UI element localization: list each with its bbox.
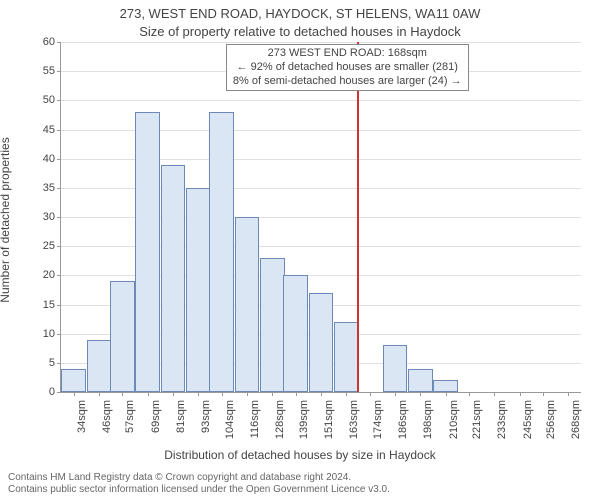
y-tick-label: 0 — [15, 386, 55, 398]
histogram-bar — [334, 322, 359, 392]
y-tick-label: 50 — [15, 94, 55, 106]
histogram-bar — [309, 293, 334, 392]
chart-subtitle: Size of property relative to detached ho… — [0, 24, 600, 39]
footer-line: Contains HM Land Registry data © Crown c… — [8, 472, 390, 484]
annotation-line: ← 92% of detached houses are smaller (28… — [233, 61, 462, 75]
y-tick-label: 35 — [15, 182, 55, 194]
x-tick — [370, 392, 371, 396]
x-tick-label: 104sqm — [224, 400, 236, 460]
histogram-bar — [283, 275, 308, 392]
x-tick-label: 186sqm — [397, 400, 409, 460]
annotation-line: 273 WEST END ROAD: 168sqm — [233, 47, 462, 61]
y-tick — [57, 246, 61, 247]
x-tick — [122, 392, 123, 396]
x-tick — [568, 392, 569, 396]
y-tick-label: 25 — [15, 240, 55, 252]
y-tick — [57, 42, 61, 43]
x-tick — [520, 392, 521, 396]
y-tick — [57, 159, 61, 160]
annotation-box: 273 WEST END ROAD: 168sqm ← 92% of detac… — [226, 44, 469, 91]
annotation-line: 8% of semi-detached houses are larger (2… — [233, 75, 462, 89]
y-tick-label: 5 — [15, 357, 55, 369]
y-tick — [57, 305, 61, 306]
x-tick — [321, 392, 322, 396]
histogram-bar — [135, 112, 160, 392]
y-tick — [57, 392, 61, 393]
y-tick — [57, 71, 61, 72]
footer-line: Contains public sector information licen… — [8, 484, 390, 496]
x-tick-label: 268sqm — [570, 400, 582, 460]
y-tick-label: 20 — [15, 269, 55, 281]
x-tick-label: 69sqm — [150, 400, 162, 460]
y-tick-label: 30 — [15, 211, 55, 223]
x-tick-label: 128sqm — [274, 400, 286, 460]
x-tick-label: 233sqm — [496, 400, 508, 460]
x-tick-label: 116sqm — [249, 400, 261, 460]
x-tick-label: 245sqm — [522, 400, 534, 460]
histogram-bar — [186, 188, 211, 392]
histogram-bar — [433, 380, 458, 392]
x-tick — [346, 392, 347, 396]
x-tick-label: 139sqm — [298, 400, 310, 460]
chart-figure: 273, WEST END ROAD, HAYDOCK, ST HELENS, … — [0, 0, 600, 500]
plot-area — [60, 42, 581, 393]
y-tick-label: 15 — [15, 299, 55, 311]
x-tick — [173, 392, 174, 396]
y-tick-label: 60 — [15, 36, 55, 48]
x-tick — [272, 392, 273, 396]
x-tick-label: 46sqm — [101, 400, 113, 460]
chart-title-address: 273, WEST END ROAD, HAYDOCK, ST HELENS, … — [0, 6, 600, 21]
gridline — [61, 42, 581, 43]
reference-line — [357, 42, 359, 392]
histogram-bar — [260, 258, 285, 392]
y-tick — [57, 100, 61, 101]
x-tick-label: 151sqm — [323, 400, 335, 460]
x-tick-label: 210sqm — [448, 400, 460, 460]
x-tick-label: 93sqm — [200, 400, 212, 460]
x-tick — [296, 392, 297, 396]
gridline — [61, 100, 581, 101]
histogram-bar — [61, 369, 86, 392]
y-tick-label: 55 — [15, 65, 55, 77]
x-tick — [543, 392, 544, 396]
histogram-bar — [110, 281, 135, 392]
histogram-bar — [235, 217, 260, 392]
x-tick — [198, 392, 199, 396]
histogram-bar — [87, 340, 112, 393]
y-tick — [57, 363, 61, 364]
histogram-bar — [161, 165, 186, 393]
footer-attribution: Contains HM Land Registry data © Crown c… — [8, 472, 390, 496]
histogram-bar — [408, 369, 433, 392]
x-tick — [446, 392, 447, 396]
y-tick — [57, 275, 61, 276]
x-tick — [469, 392, 470, 396]
y-tick-label: 40 — [15, 153, 55, 165]
y-tick-label: 45 — [15, 124, 55, 136]
histogram-bar — [209, 112, 234, 392]
x-tick — [99, 392, 100, 396]
x-tick — [395, 392, 396, 396]
y-tick — [57, 130, 61, 131]
x-tick — [494, 392, 495, 396]
x-tick-label: 221sqm — [471, 400, 483, 460]
x-tick-label: 256sqm — [545, 400, 557, 460]
histogram-bar — [383, 345, 408, 392]
y-tick — [57, 188, 61, 189]
x-tick-label: 81sqm — [175, 400, 187, 460]
x-tick — [222, 392, 223, 396]
y-tick — [57, 217, 61, 218]
x-tick-label: 57sqm — [124, 400, 136, 460]
x-tick-label: 163sqm — [348, 400, 360, 460]
x-tick-label: 34sqm — [76, 400, 88, 460]
x-tick-label: 198sqm — [422, 400, 434, 460]
y-axis-label: Number of detached properties — [0, 137, 12, 302]
x-tick — [420, 392, 421, 396]
x-tick-label: 174sqm — [372, 400, 384, 460]
y-tick — [57, 334, 61, 335]
x-tick — [247, 392, 248, 396]
x-tick — [74, 392, 75, 396]
x-tick — [148, 392, 149, 396]
y-tick-label: 10 — [15, 328, 55, 340]
